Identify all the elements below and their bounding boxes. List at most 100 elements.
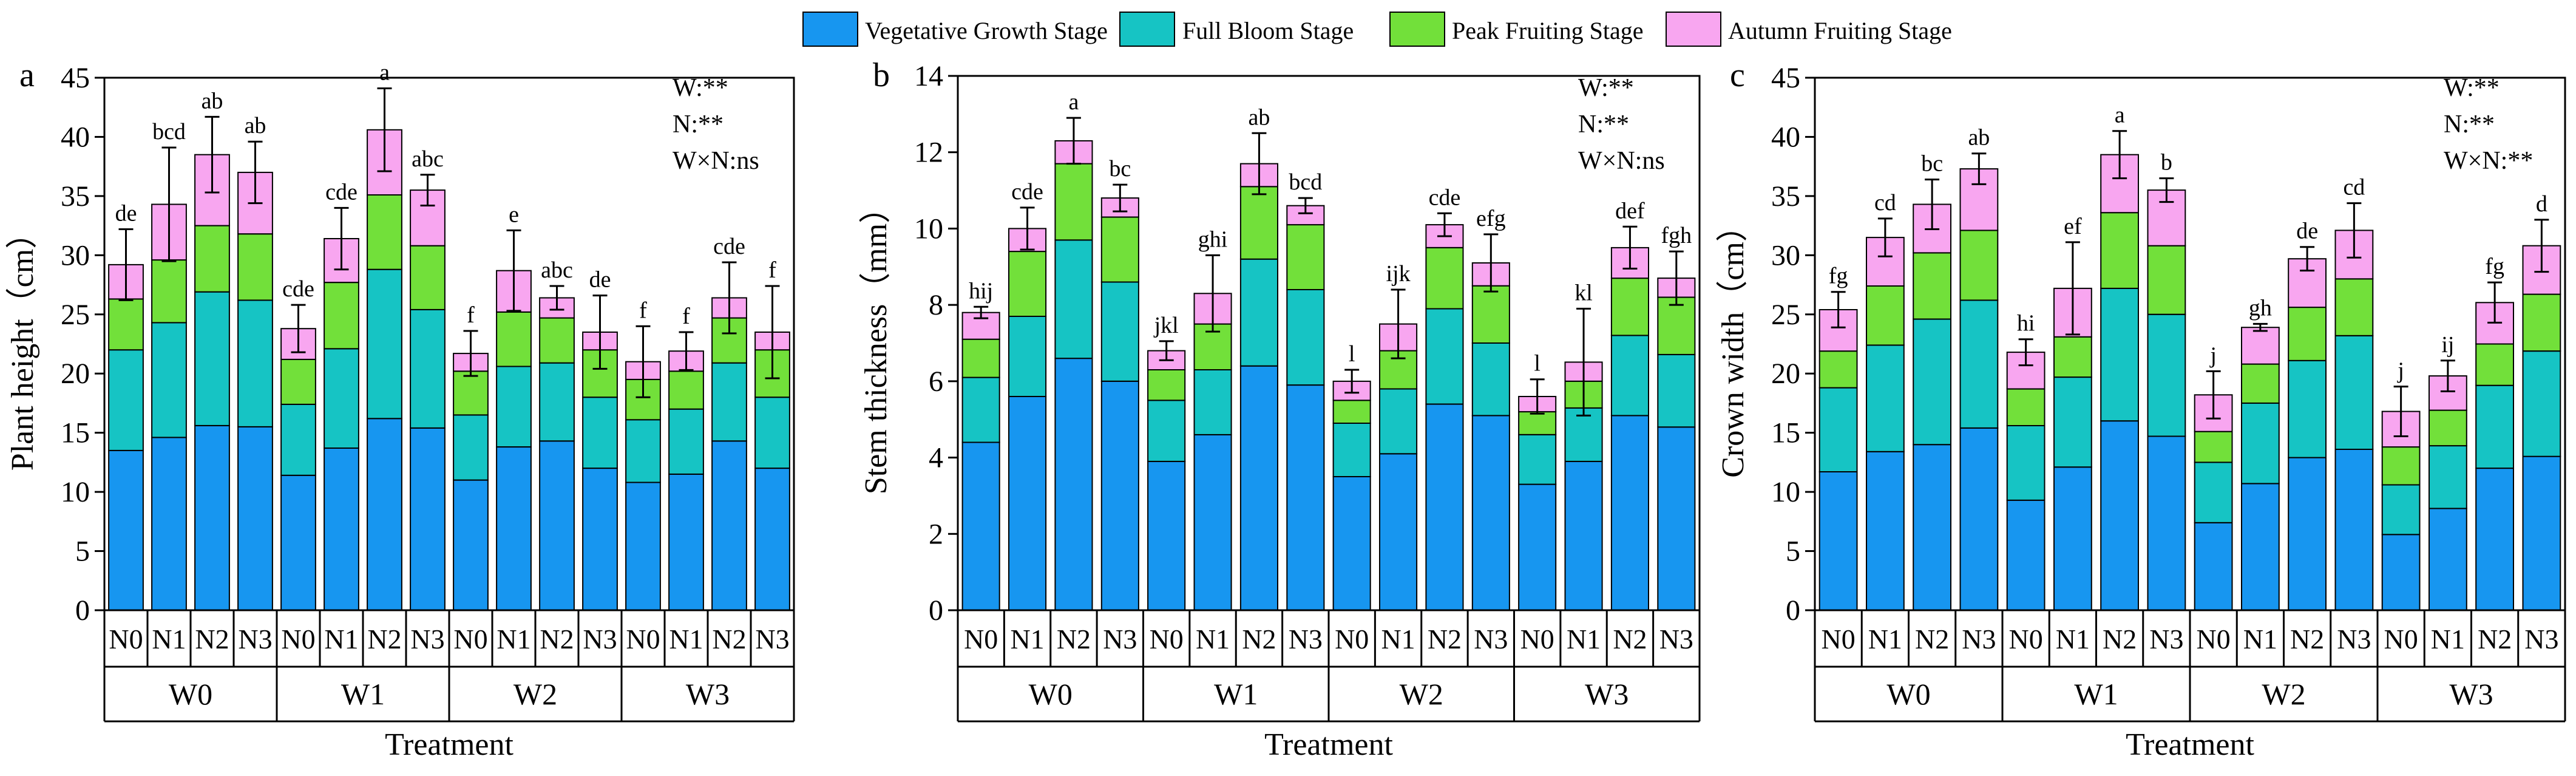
x-tick-label: N3 — [238, 624, 272, 655]
bar-segment — [1610, 335, 1649, 417]
x-tick-label: N3 — [583, 624, 617, 655]
significance-letter: cde — [713, 234, 745, 259]
significance-letter: a — [2115, 103, 2125, 128]
significance-letter: ab — [1249, 104, 1270, 130]
bar-segment — [1564, 460, 1603, 611]
x-tick-label: N2 — [1242, 624, 1276, 655]
bar-segment — [1913, 318, 1951, 446]
bar-segment — [1818, 350, 1858, 389]
y-tick-label: 25 — [1771, 299, 1800, 331]
significance-letter: ef — [2064, 214, 2082, 239]
bar-segment — [1518, 434, 1557, 485]
y-tick-label: 20 — [61, 358, 90, 390]
significance-letter: ijk — [1386, 261, 1411, 287]
y-tick-label: 40 — [61, 121, 90, 153]
bar-segment — [1147, 400, 1186, 462]
significance-letter: efg — [1476, 206, 1506, 231]
bar-segment — [2288, 457, 2327, 611]
bar-segment — [280, 358, 316, 405]
panel-label: c — [1730, 56, 1745, 94]
significance-letter: j — [2209, 342, 2217, 368]
x-tick-label: N2 — [1428, 624, 1462, 655]
x-tick-label: N1 — [1381, 624, 1415, 655]
significance-letter: ab — [202, 88, 223, 114]
significance-letter: a — [379, 60, 390, 86]
bar-segment — [1866, 451, 1905, 611]
bar-segment — [151, 437, 187, 611]
y-tick-label: 5 — [75, 536, 90, 568]
y-tick-label: 5 — [1786, 536, 1800, 568]
significance-letter: ij — [2441, 332, 2454, 358]
significance-letter: fg — [2485, 254, 2504, 279]
significance-letter: b — [2161, 150, 2172, 175]
y-tick-label: 0 — [1786, 594, 1800, 627]
bar-segment — [539, 317, 575, 364]
bar-segment — [1054, 239, 1093, 359]
bar-segment — [1008, 251, 1047, 318]
y-tick-label: 0 — [75, 594, 90, 627]
x-tick-label: N0 — [1520, 624, 1554, 655]
y-tick-label: 10 — [1771, 476, 1800, 508]
bar-segment — [2429, 445, 2467, 509]
x-tick-label: N2 — [1057, 624, 1091, 655]
bar-segment — [1564, 407, 1603, 462]
x-tick-label: N2 — [540, 624, 574, 655]
bar-segment — [1286, 224, 1325, 291]
bar-segment — [1100, 216, 1139, 283]
bar-segment — [324, 348, 359, 449]
bar-segment — [2053, 336, 2092, 378]
bar-segment — [2241, 327, 2280, 365]
bar-segment — [1286, 205, 1325, 226]
x-tick-label: N1 — [2431, 624, 2465, 655]
group-label: W3 — [2449, 677, 2493, 711]
bar-segment — [496, 366, 532, 448]
x-tick-label: N2 — [2478, 624, 2512, 655]
y-tick-label: 10 — [61, 476, 90, 508]
group-label: W0 — [1029, 677, 1073, 711]
significance-letter: def — [1615, 198, 1645, 223]
legend-label: Autumn Fruiting Stage — [1728, 17, 1952, 44]
y-tick-label: 45 — [1771, 62, 1800, 94]
bar-segment — [2006, 425, 2046, 501]
x-tick-label: N3 — [1289, 624, 1323, 655]
bar-segment — [1193, 369, 1232, 435]
x-tick-label: N0 — [626, 624, 660, 655]
bar-segment — [1959, 230, 1999, 301]
bar-segment — [711, 440, 747, 611]
group-label: W0 — [169, 677, 212, 711]
significance-letter: bcd — [152, 119, 186, 145]
x-tick-label: N1 — [669, 624, 703, 655]
x-axis-title: Treatment — [2126, 727, 2254, 762]
bar-segment — [1239, 258, 1279, 367]
y-tick-label: 14 — [914, 60, 943, 92]
y-tick-label: 45 — [61, 62, 90, 94]
x-tick-label: N3 — [1103, 624, 1137, 655]
bar-segment — [1425, 403, 1464, 611]
group-label: W1 — [341, 677, 385, 711]
significance-letter: a — [1069, 89, 1079, 115]
y-tick-label: 30 — [61, 239, 90, 271]
bar-segment — [1471, 342, 1510, 417]
group-label: W2 — [2262, 677, 2305, 711]
bar-segment — [711, 362, 747, 442]
bar-segment — [2147, 435, 2186, 611]
bar-segment — [754, 397, 790, 469]
group-label: W1 — [2074, 677, 2118, 711]
bar-segment — [2381, 446, 2421, 486]
bar-segment — [539, 440, 575, 611]
bar-segment — [1471, 415, 1510, 611]
significance-letter: bcd — [1289, 169, 1322, 195]
bar-segment — [280, 403, 316, 476]
x-tick-label: N2 — [1613, 624, 1647, 655]
significance-letter: cde — [1429, 185, 1461, 210]
bar-segment — [1959, 299, 1999, 429]
x-tick-label: N1 — [2243, 624, 2277, 655]
bar-segment — [1866, 285, 1905, 346]
significance-letter: ab — [245, 113, 266, 138]
anova-text: W×N:ns — [1578, 147, 1665, 175]
bar-segment — [961, 441, 1000, 611]
x-tick-label: N2 — [2290, 624, 2324, 655]
bar-segment — [2053, 466, 2092, 611]
significance-letter: de — [589, 267, 611, 293]
bar-segment — [961, 338, 1000, 378]
